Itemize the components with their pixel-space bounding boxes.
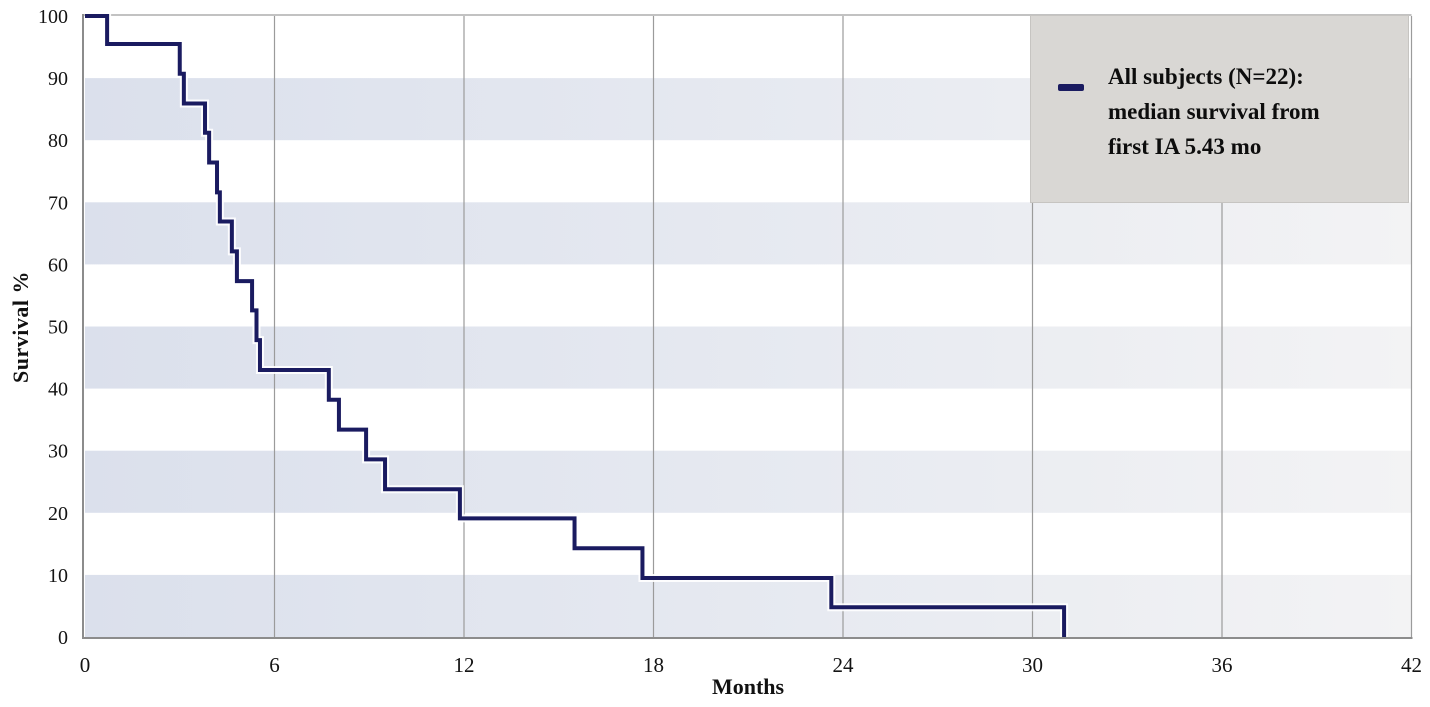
x-tick-label: 24 [833, 653, 855, 677]
x-tick-label: 0 [80, 653, 91, 677]
y-tick-label: 90 [48, 68, 68, 90]
x-axis-title: Months [711, 674, 785, 699]
x-tick-label: 30 [1022, 653, 1043, 677]
shaded-band [85, 326, 1412, 389]
survival-curve [85, 14, 1067, 637]
y-tick-label: 100 [38, 6, 68, 28]
y-tick-label: 30 [48, 441, 68, 463]
shaded-band [85, 450, 1412, 513]
legend-label-line1: All subjects (N=22): [1108, 64, 1304, 89]
y-tick-label: 40 [48, 379, 68, 401]
series-line-marker [1058, 84, 1084, 91]
legend-label: All subjects (N=22): median survival fro… [1108, 59, 1320, 164]
shaded-band [85, 202, 1412, 265]
y-tick-label: 0 [58, 627, 68, 649]
y-tick-label: 80 [48, 130, 68, 152]
y-tick-label: 10 [48, 565, 68, 587]
x-tick-label: 42 [1401, 653, 1422, 677]
shaded-band [85, 574, 1412, 637]
y-tick-label: 60 [48, 254, 68, 276]
y-tick-label: 50 [48, 317, 68, 339]
y-axis-title: Survival % [8, 271, 33, 383]
y-tick-label: 20 [48, 503, 68, 525]
x-tick-label: 36 [1212, 653, 1233, 677]
legend-label-line2: median survival from [1108, 99, 1320, 124]
x-tick-label: 6 [269, 653, 280, 677]
legend-label-line3: first IA 5.43 mo [1108, 134, 1262, 159]
x-tick-label: 18 [643, 653, 664, 677]
legend: All subjects (N=22): median survival fro… [1030, 15, 1409, 203]
y-tick-label: 70 [48, 192, 68, 214]
x-tick-label: 12 [454, 653, 475, 677]
